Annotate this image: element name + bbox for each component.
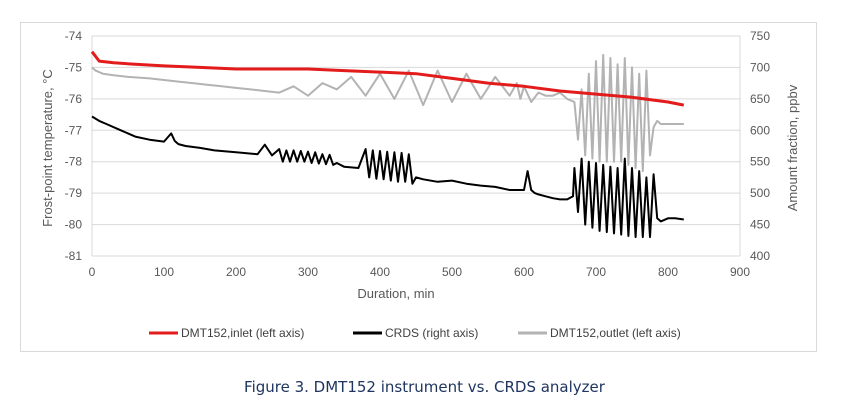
y-right-tick-label: 450 <box>750 218 770 232</box>
figure-caption: Figure 3. DMT152 instrument vs. CRDS ana… <box>244 378 605 396</box>
y-left-tick-label: -81 <box>65 249 83 263</box>
y-axis-right-title: Amount fraction, ppbv <box>785 84 800 211</box>
y-right-tick-label: 600 <box>750 123 770 137</box>
y-left-tick-label: -78 <box>65 155 83 169</box>
y-right-tick-label: 550 <box>750 155 770 169</box>
y-right-tick-label: 700 <box>750 60 770 74</box>
y-right-tick-label: 400 <box>750 249 770 263</box>
series-line-crds <box>91 115 684 239</box>
x-axis-title: Duration, min <box>357 286 434 301</box>
y-right-tick-label: 750 <box>750 29 770 43</box>
y-right-tick-label: 500 <box>750 186 770 200</box>
x-tick-label: 700 <box>586 265 606 279</box>
x-tick-label: 400 <box>370 265 390 279</box>
x-tick-label: 300 <box>298 265 318 279</box>
legend-label-inlet: DMT152,inlet (left axis) <box>181 326 304 340</box>
chart-frame: -74 -75 -76 -77 -78 -79 -80 -81 750 700 650 600 550 5… <box>20 22 817 352</box>
x-tick-label: 500 <box>442 265 462 279</box>
legend-label-crds: CRDS (right axis) <box>385 326 478 340</box>
y-left-tick-label: -79 <box>65 186 83 200</box>
series-line-inlet <box>90 50 685 107</box>
y-left-tick-label: -75 <box>65 60 83 74</box>
chart: -74 -75 -76 -77 -78 -79 -80 -81 750 700 650 600 550 5… <box>40 29 800 340</box>
x-tick-label: 600 <box>514 265 534 279</box>
x-tick-label: 800 <box>658 265 678 279</box>
y-left-tick-label: -74 <box>65 29 83 43</box>
y-left-tick-label: -77 <box>65 123 83 137</box>
x-tick-label: 900 <box>730 265 750 279</box>
y-left-tick-label: -80 <box>65 218 83 232</box>
y-left-tick-label: -76 <box>65 92 83 106</box>
x-tick-label: 100 <box>154 265 174 279</box>
series-line-outlet <box>91 53 684 173</box>
x-tick-label: 200 <box>226 265 246 279</box>
legend-label-outlet: DMT152,outlet (left axis) <box>550 326 681 340</box>
x-tick-label: 0 <box>89 265 96 279</box>
y-right-tick-label: 650 <box>750 92 770 106</box>
y-axis-left-title: Frost-point temperature, °C <box>40 69 55 227</box>
legend: DMT152,inlet (left axis) CRDS (right axi… <box>149 326 681 340</box>
